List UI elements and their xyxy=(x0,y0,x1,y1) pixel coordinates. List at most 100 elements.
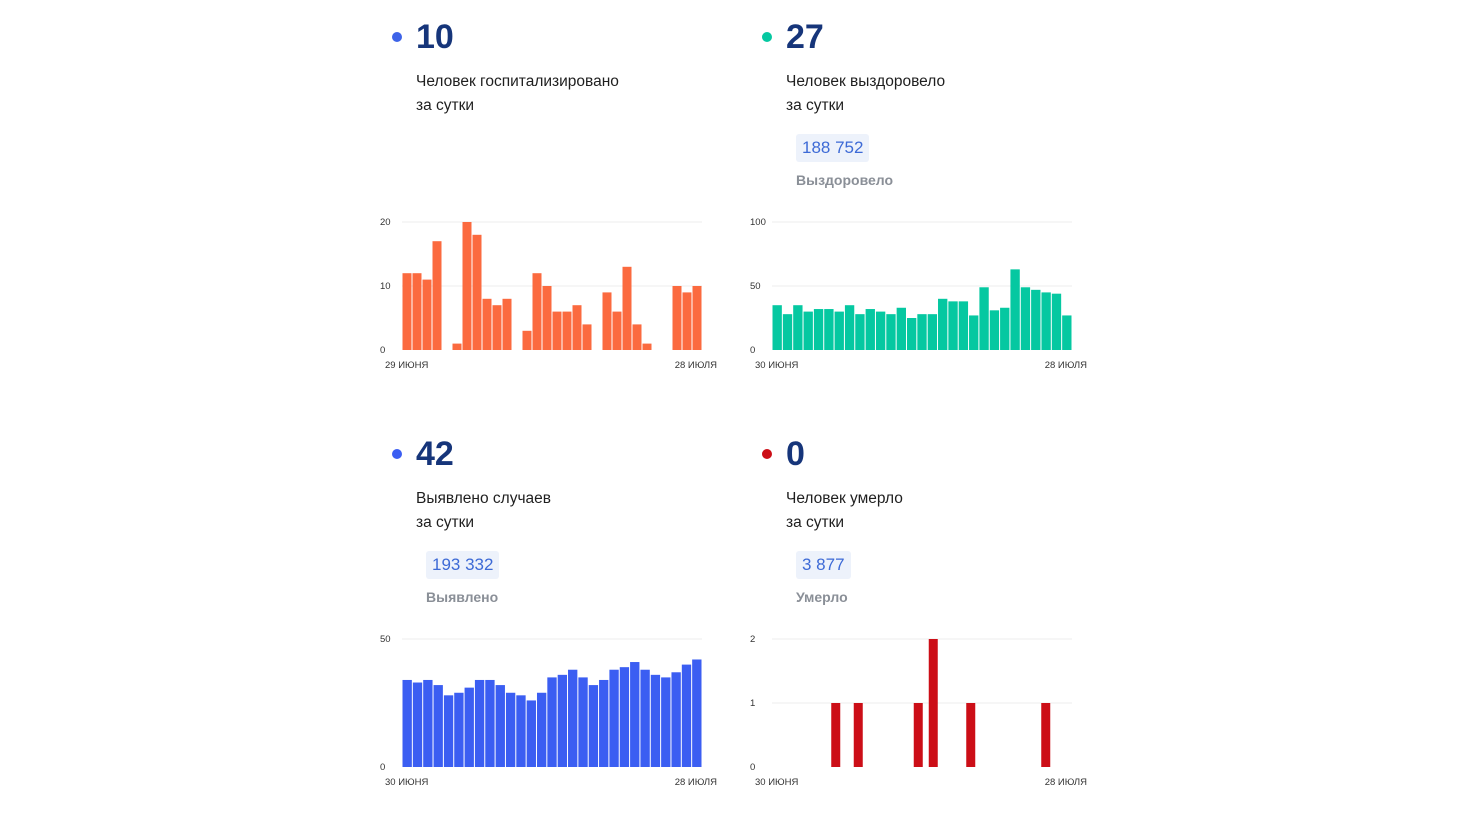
bar xyxy=(692,286,702,350)
bar xyxy=(432,241,442,350)
y-tick-label: 0 xyxy=(750,345,755,356)
bar xyxy=(855,314,865,350)
bar xyxy=(602,292,612,350)
bar xyxy=(865,309,875,350)
description-line-2: за сутки xyxy=(786,514,845,531)
bar xyxy=(1041,292,1051,350)
card-deaths: 0 Человек умерло за сутки 3 877 Умерло 0… xyxy=(750,417,1100,817)
bar xyxy=(793,305,803,350)
bar xyxy=(402,679,412,767)
bar xyxy=(402,273,412,350)
total-badge: 3 877 xyxy=(796,551,851,579)
bar xyxy=(412,273,422,350)
total-badge: 188 752 xyxy=(796,134,870,162)
bar xyxy=(1010,269,1020,350)
bar xyxy=(454,692,464,767)
bar xyxy=(502,298,512,350)
bar xyxy=(958,301,969,350)
x-end-label: 28 ИЮЛЯ xyxy=(675,360,717,371)
bar xyxy=(536,692,547,767)
bar xyxy=(681,664,692,767)
bar xyxy=(966,703,976,767)
x-end-label: 28 ИЮЛЯ xyxy=(675,777,717,788)
y-tick-label: 0 xyxy=(380,762,385,773)
bar xyxy=(622,266,632,350)
card-recovered: 27 Человек выздоровело за сутки 188 752 … xyxy=(750,0,1100,400)
bar xyxy=(452,343,462,350)
bar xyxy=(482,298,492,350)
bar xyxy=(599,679,609,767)
bar-chart-recovered: 0 50 100 30 ИЮНЯ 28 ИЮЛЯ xyxy=(750,217,1087,371)
total-label: Выздоровело xyxy=(796,172,894,188)
y-tick-label: 2 xyxy=(750,634,755,645)
bar xyxy=(422,279,432,350)
card-cases: 42 Выявлено случаев за сутки 193 332 Выя… xyxy=(380,417,730,817)
y-tick-label: 0 xyxy=(750,762,755,773)
bar xyxy=(582,324,592,350)
bar xyxy=(772,305,782,350)
bar xyxy=(824,309,834,350)
bar xyxy=(472,234,482,350)
bar xyxy=(875,311,886,350)
x-start-label: 29 ИЮНЯ xyxy=(385,360,428,371)
total-label: Умерло xyxy=(796,589,848,605)
bar xyxy=(547,677,557,767)
bar xyxy=(612,311,622,350)
bar xyxy=(485,679,495,767)
bar xyxy=(913,703,923,767)
bar xyxy=(433,685,443,767)
bar xyxy=(588,685,599,767)
bar xyxy=(557,674,568,767)
description: Выявлено случаев за сутки xyxy=(416,487,551,535)
bar-chart-hospitalized: 0 10 20 29 ИЮНЯ 28 ИЮЛЯ xyxy=(380,217,717,371)
description-line-1: Человек госпитализировано xyxy=(416,73,619,90)
bar xyxy=(412,682,423,767)
bar xyxy=(834,311,844,350)
status-dot xyxy=(392,32,402,42)
bar xyxy=(813,309,824,350)
bar xyxy=(552,311,562,350)
bar xyxy=(896,307,906,350)
bar xyxy=(572,305,582,350)
bar xyxy=(464,687,474,767)
y-tick-label: 1 xyxy=(750,698,755,709)
bar xyxy=(632,324,642,350)
bar xyxy=(642,343,652,350)
y-tick-label: 50 xyxy=(380,634,391,645)
bar xyxy=(532,273,542,350)
bar xyxy=(927,314,938,350)
bar xyxy=(619,667,630,767)
bar xyxy=(542,286,552,350)
bar xyxy=(979,287,989,350)
bar xyxy=(650,674,661,767)
bar xyxy=(578,677,588,767)
bar xyxy=(886,314,896,350)
bar xyxy=(505,692,516,767)
description: Человек умерло за сутки xyxy=(786,487,903,535)
y-tick-label: 20 xyxy=(380,217,391,228)
y-tick-label: 10 xyxy=(380,281,391,292)
daily-number: 42 xyxy=(416,435,454,473)
bar xyxy=(1000,307,1010,350)
bar xyxy=(609,669,619,767)
y-tick-label: 0 xyxy=(380,345,385,356)
y-tick-label: 100 xyxy=(750,217,766,228)
total-label: Выявлено xyxy=(426,589,499,605)
x-end-label: 28 ИЮЛЯ xyxy=(1045,777,1087,788)
bar xyxy=(917,314,927,350)
description: Человек выздоровело за сутки xyxy=(786,70,945,118)
y-tick-label: 50 xyxy=(750,281,761,292)
bar xyxy=(526,700,536,767)
total-badge: 193 332 xyxy=(426,551,500,579)
description-line-2: за сутки xyxy=(416,514,475,531)
status-dot xyxy=(762,449,772,459)
bar xyxy=(443,695,454,767)
daily-number: 0 xyxy=(786,435,805,473)
status-dot xyxy=(392,449,402,459)
daily-number: 27 xyxy=(786,18,824,56)
bar xyxy=(1041,703,1051,767)
daily-number: 10 xyxy=(416,18,454,56)
bar xyxy=(969,315,979,350)
bar xyxy=(516,695,526,767)
bar xyxy=(782,314,793,350)
